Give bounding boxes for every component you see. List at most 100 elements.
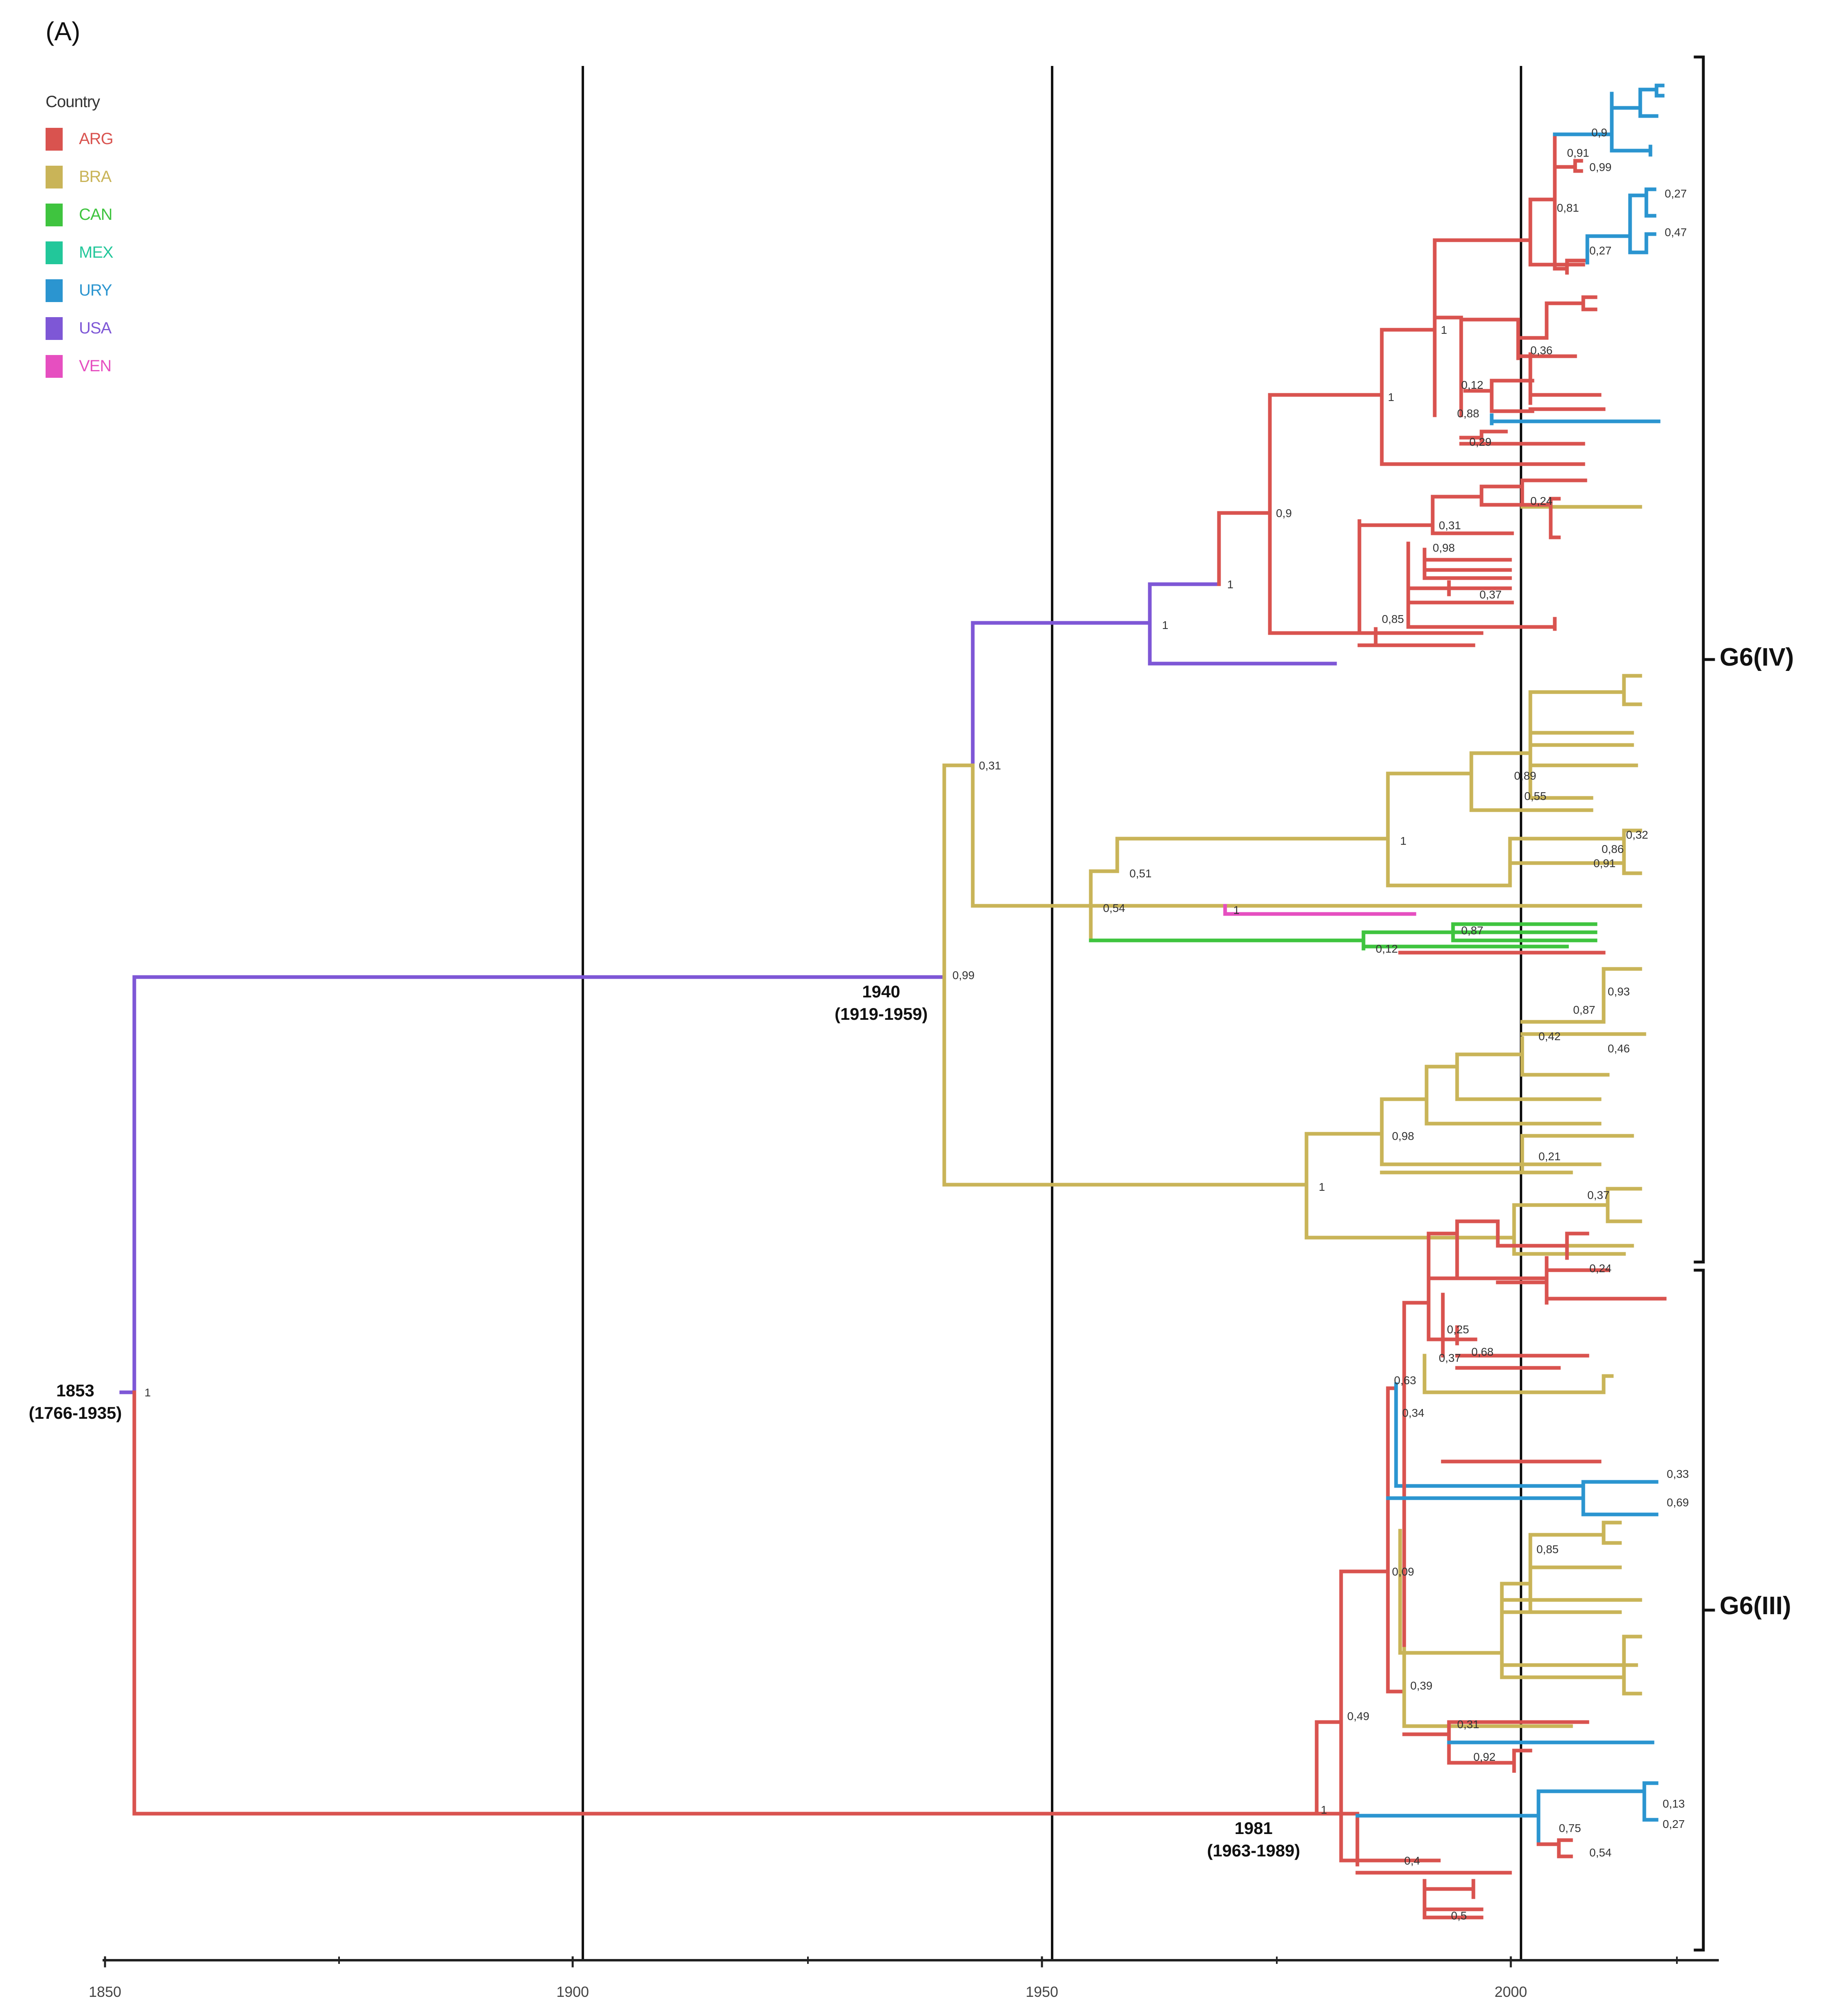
posterior-label: 0,86 <box>1602 843 1624 855</box>
legend-item-mex: MEX <box>46 234 114 272</box>
posterior-label: 0,32 <box>1626 828 1648 841</box>
posterior-label: 0,34 <box>1402 1407 1425 1419</box>
legend-item-arg: ARG <box>46 120 114 158</box>
posterior-label: 1 <box>1321 1803 1327 1816</box>
posterior-label: 1 <box>1441 324 1447 336</box>
posterior-label: 0,27 <box>1665 187 1687 200</box>
posterior-label: 0,31 <box>1439 519 1461 532</box>
posterior-label: 0,54 <box>1103 902 1125 914</box>
posterior-label: 0,85 <box>1382 613 1404 625</box>
legend-label: MEX <box>79 243 114 261</box>
posterior-label: 0,31 <box>1457 1718 1479 1731</box>
posterior-label: 0,93 <box>1608 985 1630 998</box>
posterior-label: 1 <box>144 1386 151 1399</box>
clade-label-g6iii: G6(III) <box>1720 1592 1791 1620</box>
posterior-label: 0,91 <box>1593 857 1616 870</box>
posterior-label: 0,87 <box>1573 1004 1595 1016</box>
posterior-label: 0,9 <box>1591 126 1607 139</box>
posterior-label: 0,12 <box>1461 379 1484 391</box>
clade-brackets: G6(IV) G6(III) <box>1694 55 1794 1952</box>
legend-label: URY <box>79 281 112 299</box>
posterior-label: 0,81 <box>1557 202 1579 214</box>
legend-item-can: CAN <box>46 196 113 234</box>
posterior-label: 1 <box>1162 619 1169 631</box>
legend-item-bra: BRA <box>46 158 113 196</box>
posterior-labels: 10,990,31110,9110,810,90,910,990,270,470… <box>144 126 1689 1922</box>
posterior-label: 0,25 <box>1447 1323 1469 1336</box>
time-axis: 1850 1900 1950 2000 <box>89 1956 1719 2000</box>
posterior-label: 0,29 <box>1469 436 1492 448</box>
posterior-label: 0,98 <box>1392 1130 1414 1142</box>
posterior-label: 0,75 <box>1559 1822 1581 1834</box>
posterior-label: 0,54 <box>1589 1846 1612 1859</box>
axis-tick-label: 1850 <box>89 1983 121 2000</box>
posterior-label: 0,09 <box>1392 1565 1414 1578</box>
posterior-label: 1 <box>1233 904 1240 916</box>
posterior-label: 0,9 <box>1276 507 1292 519</box>
root-date-hpd: (1766-1935) <box>29 1403 122 1422</box>
posterior-label: 0,91 <box>1567 147 1589 159</box>
posterior-label: 0,42 <box>1538 1030 1561 1043</box>
posterior-label: 0,21 <box>1538 1150 1561 1163</box>
legend-swatch <box>46 165 63 188</box>
g6iv-date: 1940 <box>862 982 900 1001</box>
axis-tick-label: 2000 <box>1495 1983 1527 2000</box>
legend-label: BRA <box>79 168 112 186</box>
posterior-label: 0,99 <box>1589 161 1612 173</box>
posterior-label: 0,31 <box>979 759 1001 772</box>
posterior-label: 0,68 <box>1471 1345 1494 1358</box>
legend-label: VEN <box>79 357 112 375</box>
legend-title: Country <box>46 93 100 111</box>
posterior-label: 0,88 <box>1457 407 1479 420</box>
posterior-label: 0,46 <box>1608 1042 1630 1055</box>
posterior-label: 0,27 <box>1589 244 1612 257</box>
posterior-label: 0,5 <box>1451 1909 1467 1922</box>
posterior-label: 0,36 <box>1530 344 1553 357</box>
legend-item-ury: URY <box>46 272 113 309</box>
date-annotations: 1853 (1766-1935) 1940 (1919-1959) 1981 (1963-… <box>29 982 1300 1860</box>
posterior-label: 1 <box>1319 1181 1325 1193</box>
legend-swatch <box>46 317 63 340</box>
g6iii-date: 1981 <box>1234 1819 1272 1838</box>
clade-label-g6iv: G6(IV) <box>1720 643 1794 671</box>
posterior-label: 1 <box>1400 835 1407 847</box>
posterior-label: 0,98 <box>1433 541 1455 554</box>
axis-tick-label: 1950 <box>1026 1983 1058 2000</box>
posterior-label: 0,24 <box>1530 495 1553 507</box>
posterior-label: 0,39 <box>1410 1679 1433 1692</box>
posterior-label: 0,4 <box>1404 1854 1420 1867</box>
axis-tick-label: 1900 <box>556 1983 589 2000</box>
legend-label: CAN <box>79 206 112 224</box>
posterior-label: 1 <box>1388 391 1394 403</box>
legend-item-ven: VEN <box>46 347 113 385</box>
root-date: 1853 <box>56 1381 94 1400</box>
posterior-label: 0,24 <box>1589 1262 1612 1275</box>
posterior-label: 0,49 <box>1347 1710 1370 1722</box>
legend-label: ARG <box>79 130 114 148</box>
posterior-label: 0,92 <box>1473 1751 1496 1763</box>
time-reference-lines <box>582 66 1522 1961</box>
tree-branches <box>119 83 1667 1920</box>
posterior-label: 0,55 <box>1524 790 1547 802</box>
posterior-label: 0,37 <box>1439 1352 1461 1364</box>
posterior-label: 0,85 <box>1536 1543 1559 1556</box>
posterior-label: 0,13 <box>1663 1797 1685 1810</box>
posterior-label: 0,63 <box>1394 1374 1416 1387</box>
g6iii-date-hpd: (1963-1989) <box>1207 1841 1300 1860</box>
g6iv-date-hpd: (1919-1959) <box>835 1004 928 1023</box>
legend-swatch <box>46 355 63 378</box>
posterior-label: 0,37 <box>1587 1189 1610 1201</box>
posterior-label: 0,33 <box>1667 1468 1689 1480</box>
posterior-label: 0,99 <box>952 969 975 982</box>
legend-label: USA <box>79 319 112 337</box>
posterior-label: 0,69 <box>1667 1496 1689 1509</box>
legend-swatch <box>46 241 63 264</box>
country-legend: Country ARG BRA CAN MEX URY USA VEN <box>46 93 114 385</box>
legend-swatch <box>46 127 63 151</box>
posterior-label: 0,47 <box>1665 226 1687 239</box>
panel-label: (A) <box>46 17 81 46</box>
legend-items: ARG BRA CAN MEX URY USA VEN <box>46 120 114 385</box>
posterior-label: 0,37 <box>1479 588 1502 601</box>
posterior-label: 1 <box>1227 578 1234 591</box>
